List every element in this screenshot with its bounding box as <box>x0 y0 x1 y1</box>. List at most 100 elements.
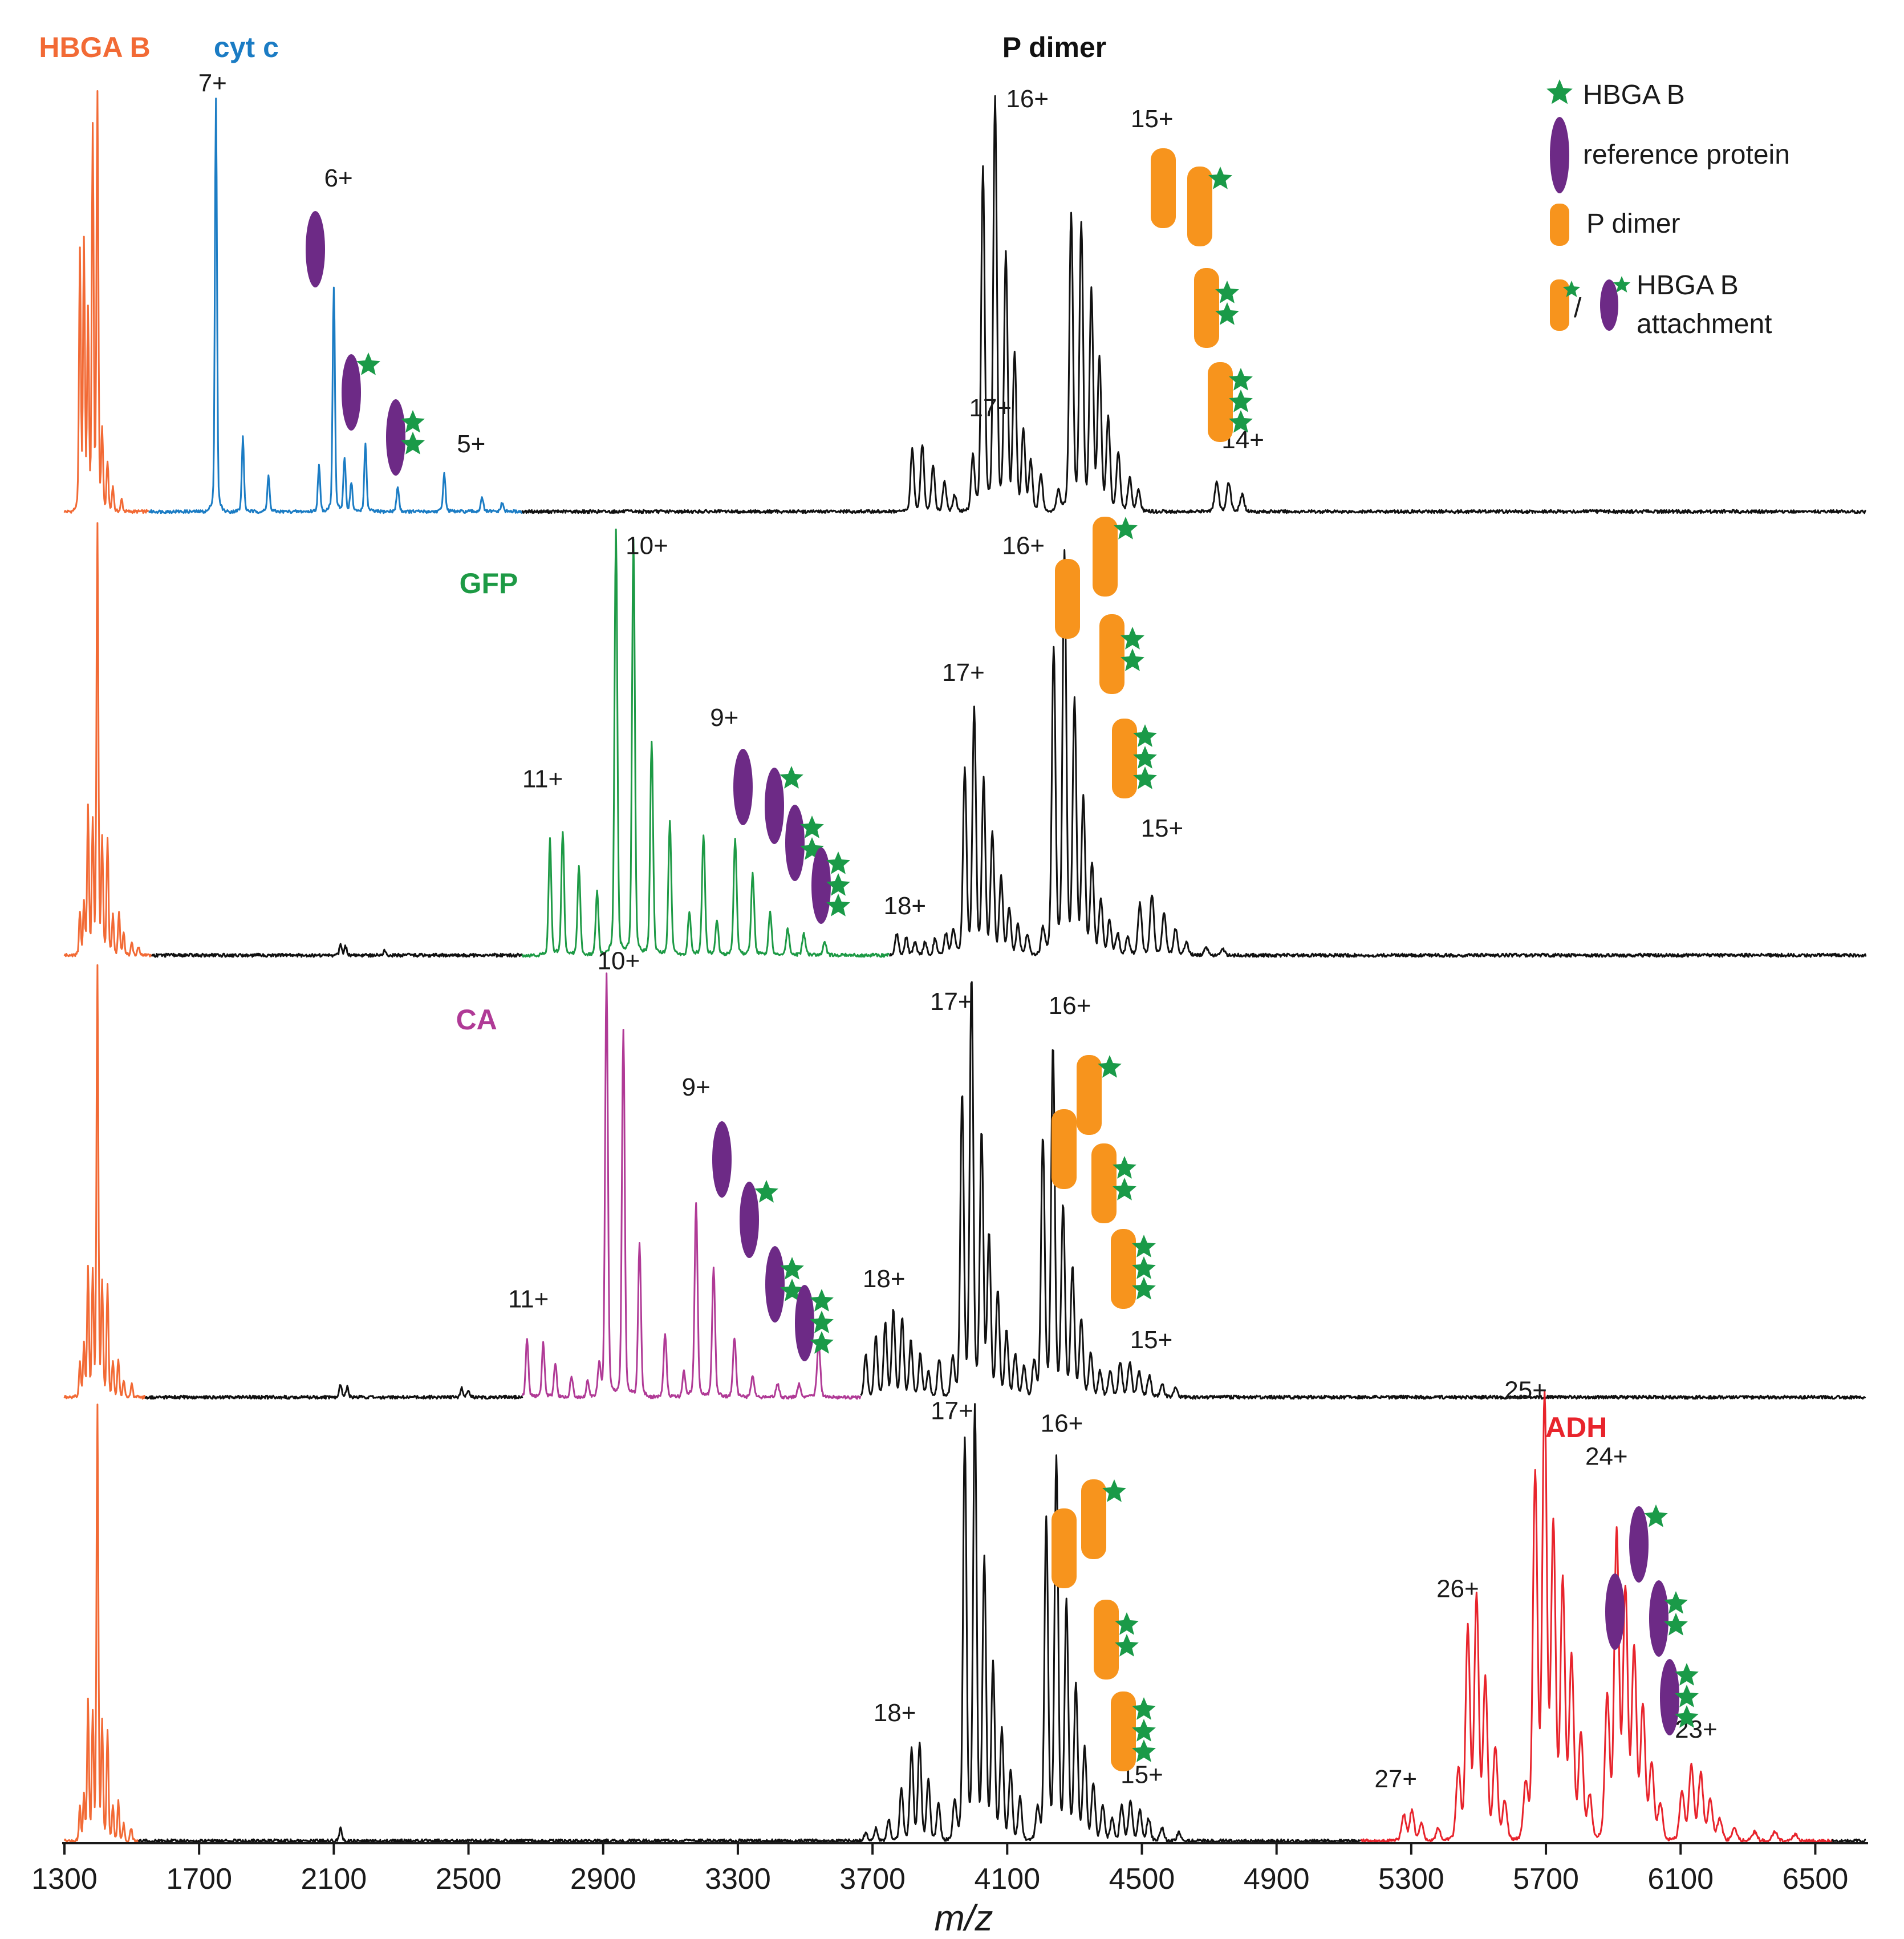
charge-label: 7+ <box>198 69 227 97</box>
ellipse-icon <box>795 1285 814 1361</box>
star-icon <box>1132 1277 1156 1300</box>
star-icon <box>1132 1739 1156 1762</box>
charge-label: 18+ <box>883 892 926 920</box>
rect-icon <box>1111 1691 1136 1771</box>
star-icon <box>1229 368 1253 391</box>
charge-label: 11+ <box>522 765 563 793</box>
series-baseline <box>151 943 523 958</box>
star-icon <box>1133 766 1157 789</box>
series-hbga-b <box>63 964 147 1400</box>
legend-reference-label: reference protein <box>1583 140 1790 170</box>
rect-icon <box>1052 1508 1077 1588</box>
ellipse-icon <box>1550 117 1569 193</box>
rect-icon <box>1187 167 1212 246</box>
series-adh <box>1361 1390 1833 1844</box>
rect-icon <box>1208 362 1233 442</box>
rect-icon <box>1093 517 1118 597</box>
x-tick-label: 4100 <box>974 1863 1040 1896</box>
ellipse-icon <box>765 768 784 844</box>
x-tick-label: 4500 <box>1109 1863 1175 1896</box>
star-icon <box>1098 1055 1122 1078</box>
star-icon <box>826 851 850 874</box>
ellipse-icon <box>1605 1573 1625 1650</box>
species-cartoons <box>306 148 1699 1771</box>
legend: HBGA B reference protein P dimer / HBGA … <box>1546 79 1790 339</box>
legend-attachment-line1: HBGA B <box>1637 270 1739 301</box>
star-icon <box>356 352 380 375</box>
charge-label: 10+ <box>626 532 668 559</box>
x-tick-label: 5700 <box>1513 1863 1579 1896</box>
star-icon <box>1215 302 1239 325</box>
star-icon <box>1613 276 1631 293</box>
x-tick-label: 4900 <box>1244 1863 1310 1896</box>
star-icon <box>401 410 425 433</box>
legend-star-icon <box>1546 79 1573 104</box>
ellipse-icon <box>712 1121 732 1198</box>
star-icon <box>1546 79 1573 104</box>
charge-label: 17+ <box>969 394 1012 422</box>
charge-label: 15+ <box>1131 105 1174 133</box>
star-icon <box>1133 724 1157 747</box>
charge-label: 5+ <box>457 430 485 458</box>
rect-icon <box>1052 1109 1077 1189</box>
series-cyt-c <box>148 98 523 514</box>
ellipse-icon <box>306 211 325 287</box>
series-gfp <box>521 528 890 958</box>
charge-label: 15+ <box>1141 814 1184 842</box>
series-p-dimer <box>521 95 1867 514</box>
charge-label: 17+ <box>942 659 985 687</box>
series-baseline <box>1831 1838 1866 1844</box>
ellipse-icon <box>733 749 753 825</box>
series-ca <box>521 972 862 1400</box>
x-tick-label: 3300 <box>705 1863 771 1896</box>
legend-hbga-label: HBGA B <box>1583 80 1685 110</box>
ellipse-icon <box>765 1246 785 1323</box>
x-tick-label: 2500 <box>436 1863 502 1896</box>
panel-title-ca: CA <box>456 1004 497 1036</box>
star-icon <box>1675 1705 1699 1728</box>
panel-gfp: 10+ 11+ 9+ 18+ 17+ 16+ 15+ GFP <box>63 522 1867 958</box>
panel-title-p-dimer: P dimer <box>1002 31 1107 63</box>
x-axis-title: m/z <box>934 1897 993 1938</box>
star-icon <box>1115 1634 1139 1657</box>
star-icon <box>1113 1178 1136 1200</box>
star-icon <box>1133 746 1157 769</box>
charge-label: 16+ <box>1041 1409 1083 1437</box>
star-icon <box>810 1289 834 1312</box>
charge-label: 9+ <box>682 1073 711 1101</box>
charge-label: 16+ <box>1049 992 1091 1020</box>
star-icon <box>1562 281 1581 297</box>
ellipse-icon <box>811 847 831 924</box>
charge-label: 25+ <box>1504 1376 1547 1404</box>
star-icon <box>826 873 850 896</box>
star-icon <box>1229 390 1253 412</box>
star-icon <box>754 1180 778 1203</box>
series-p-dimer <box>860 981 1866 1400</box>
ellipse-icon <box>386 399 405 476</box>
rect-icon <box>1094 1600 1119 1680</box>
x-tick-label: 3700 <box>839 1863 906 1896</box>
charge-label: 11+ <box>508 1285 549 1313</box>
rect-icon <box>1111 1229 1136 1309</box>
panel-title-cyt-c: cyt c <box>214 31 279 63</box>
panel-adh: 25+26+27+24+23+18+17+ 16+15+ADH <box>63 1376 1866 1844</box>
star-icon <box>1229 410 1253 433</box>
series-hbga-b <box>63 90 149 514</box>
x-tick-label: 6100 <box>1647 1863 1714 1896</box>
ellipse-icon <box>1649 1580 1668 1657</box>
panel-title-hbga-b: HBGA B <box>39 31 150 63</box>
rect-icon <box>1055 559 1080 639</box>
star-icon <box>1132 1256 1156 1279</box>
rect-icon <box>1099 614 1124 694</box>
star-icon <box>780 1257 804 1280</box>
star-icon <box>1675 1663 1699 1686</box>
star-icon <box>1644 1504 1668 1527</box>
x-tick-label: 6500 <box>1783 1863 1849 1896</box>
series-hbga-b <box>63 522 152 958</box>
x-tick-label: 5300 <box>1378 1863 1444 1896</box>
star-icon <box>1208 167 1232 189</box>
rect-icon <box>1077 1055 1102 1135</box>
rect-icon <box>1112 719 1137 798</box>
